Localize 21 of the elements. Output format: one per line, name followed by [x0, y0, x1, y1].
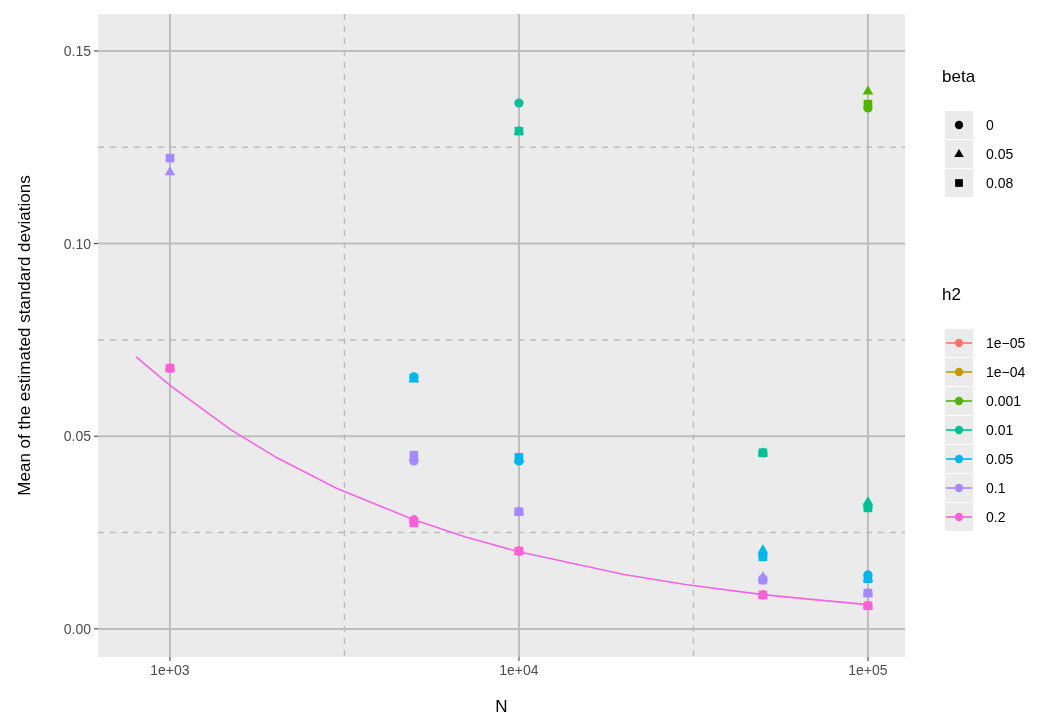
legend-label: 1e−04 — [986, 364, 1026, 380]
y-tick-label: 0.00 — [63, 620, 92, 637]
legend-label: 0.05 — [986, 451, 1014, 467]
legend-label: 0.001 — [986, 393, 1022, 409]
text: beta — [942, 67, 976, 86]
y-tick-label: 0.10 — [63, 235, 92, 252]
legend-label: 1e−05 — [986, 335, 1026, 351]
legend-label: 0.01 — [986, 422, 1014, 438]
x-axis-title: N — [495, 697, 508, 716]
y-tick-label: 0.15 — [63, 42, 92, 59]
legend-label: 0.05 — [986, 146, 1014, 162]
x-tick-label: 1e+05 — [848, 662, 888, 678]
x-tick-label: 1e+04 — [499, 662, 539, 678]
legend-label: 0.1 — [986, 480, 1006, 496]
legend-label: 0.2 — [986, 509, 1006, 525]
y-axis-title: Mean of the estimated standard deviations — [15, 175, 34, 496]
legend-title: h2 — [942, 285, 961, 304]
y-tick-label: 0.05 — [63, 428, 92, 445]
x-tick-label: 1e+03 — [150, 662, 190, 678]
legend-label: 0.08 — [986, 175, 1014, 191]
legend-label: 0 — [986, 117, 994, 133]
